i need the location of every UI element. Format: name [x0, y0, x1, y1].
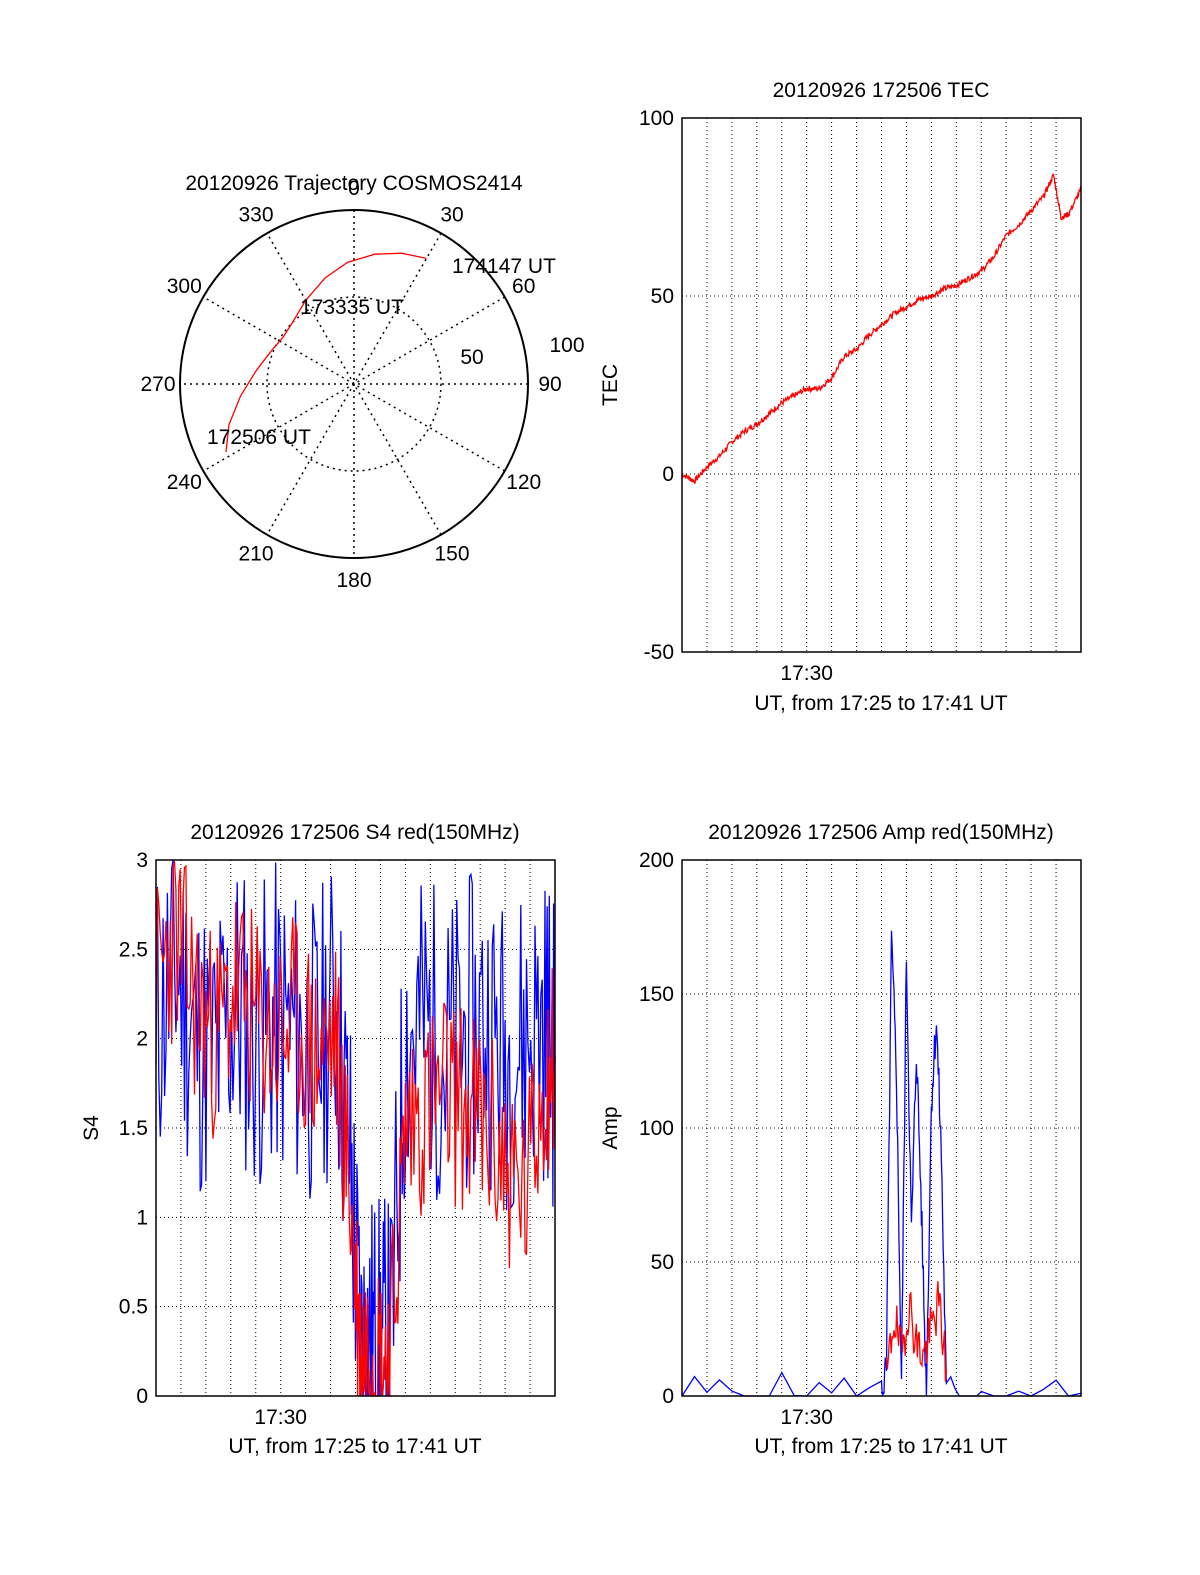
polar-title: 20120926 Trajectory COSMOS2414	[185, 172, 523, 195]
tec-y-tick-label: 50	[651, 285, 674, 308]
s4-title: 20120926 172506 S4 red(150MHz)	[190, 821, 519, 844]
amp-series-red	[885, 1281, 947, 1382]
amp-y-ticks: 200 150 100 50 0	[639, 849, 674, 1408]
amp-plot: 20120926 172506 Amp red(150MHz) 200 150 10…	[599, 821, 1082, 1458]
s4-y-tick-label: 3	[136, 849, 148, 872]
s4-y-tick-label: 1.5	[119, 1117, 148, 1140]
polar-spokes	[180, 210, 528, 558]
s4-y-tick-label: 1	[136, 1206, 148, 1229]
polar-annotation-start: 172506 UT	[207, 426, 311, 449]
tec-series-line	[681, 172, 1082, 484]
amp-title: 20120926 172506 Amp red(150MHz)	[708, 821, 1054, 844]
tec-y-tick-label: 0	[662, 463, 674, 486]
polar-angle-label: 150	[434, 543, 469, 566]
amp-y-tick-label: 200	[639, 849, 674, 872]
polar-angle-label: 0	[348, 177, 360, 200]
polar-inner-circle	[266, 296, 442, 472]
amp-x-tick-label: 17:30	[780, 1406, 833, 1429]
tec-frame	[681, 117, 1082, 653]
s4-y-tick-label: 2	[136, 1028, 148, 1051]
polar-angle-label: 330	[238, 203, 273, 226]
s4-frame	[155, 859, 556, 1397]
polar-angle-label: 120	[506, 471, 541, 494]
polar-angle-label: 240	[167, 471, 202, 494]
amp-y-tick-label: 150	[639, 983, 674, 1006]
s4-series-red	[155, 860, 556, 1398]
tec-plot: 20120926 172506 TEC 100 50 0 -50 17:30 UT, …	[599, 79, 1082, 715]
polar-annotation-end: 174147 UT	[452, 255, 556, 278]
polar-radial-label-50: 50	[460, 346, 483, 369]
s4-x-axis-label: UT, from 17:25 to 17:41 UT	[228, 1435, 481, 1458]
amp-series-blue	[681, 930, 1082, 1397]
amp-grid	[682, 860, 1081, 1396]
tec-y-tick-label: -50	[644, 641, 674, 664]
tec-y-ticks: 100 50 0 -50	[639, 107, 674, 664]
s4-plot: 20120926 172506 S4 red(150MHz) 3 2.5 2 1.5 1…	[80, 821, 556, 1458]
amp-x-axis-label: UT, from 17:25 to 17:41 UT	[754, 1435, 1007, 1458]
tec-x-axis-label: UT, from 17:25 to 17:41 UT	[754, 692, 1007, 715]
polar-annotation-mid: 173335 UT	[300, 296, 404, 319]
polar-trajectory-line	[225, 252, 427, 453]
s4-y-tick-label: 0.5	[119, 1296, 148, 1319]
polar-angle-label: 30	[440, 203, 463, 226]
polar-trajectory-plot: 20120926 Trajectory COSMOS2414 0 30 60 90 12…	[140, 172, 584, 592]
amp-y-tick-label: 0	[662, 1385, 674, 1408]
s4-y-tick-label: 0	[136, 1385, 148, 1408]
tec-y-tick-label: 100	[639, 107, 674, 130]
tec-x-tick-label: 17:30	[780, 662, 833, 685]
tec-grid	[682, 118, 1081, 652]
polar-angle-label: 90	[538, 373, 561, 396]
s4-y-axis-label: S4	[80, 1115, 103, 1141]
polar-spoke	[266, 232, 442, 536]
s4-x-tick-label: 17:30	[254, 1406, 307, 1429]
polar-angle-label: 270	[140, 373, 175, 396]
polar-angle-label: 210	[238, 543, 273, 566]
polar-radial-label-100: 100	[549, 334, 584, 357]
tec-title: 20120926 172506 TEC	[773, 79, 990, 102]
amp-y-tick-label: 50	[651, 1251, 674, 1274]
polar-angle-label: 180	[336, 569, 371, 592]
tec-y-axis-label: TEC	[599, 364, 622, 406]
amp-y-axis-label: Amp	[599, 1106, 622, 1149]
s4-y-tick-label: 2.5	[119, 938, 148, 961]
polar-angle-label: 60	[512, 275, 535, 298]
amp-y-tick-label: 100	[639, 1117, 674, 1140]
s4-y-ticks: 3 2.5 2 1.5 1 0.5 0	[119, 849, 148, 1408]
polar-angle-label: 300	[167, 275, 202, 298]
polar-angle-labels: 0 30 60 90 120 150 180 210 240 270 300 330	[140, 177, 561, 592]
amp-frame	[681, 859, 1082, 1397]
